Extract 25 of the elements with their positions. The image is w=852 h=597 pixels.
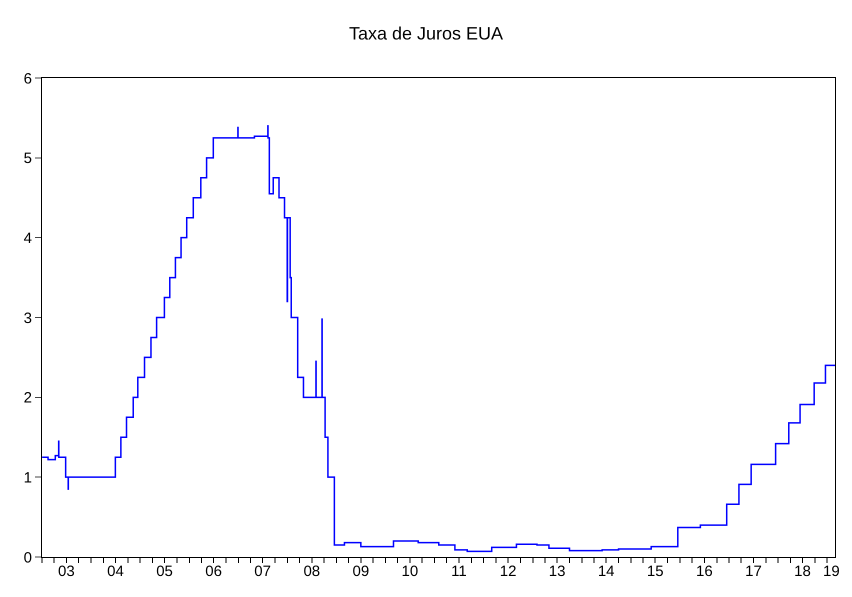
chart-title: Taxa de Juros EUA: [348, 23, 504, 44]
x-tick-label: 16: [696, 563, 713, 580]
x-tick-label: 19: [823, 563, 840, 580]
y-tick-label: 6: [24, 70, 32, 88]
x-tick-label: 13: [548, 563, 566, 580]
y-tick-label: 1: [24, 469, 32, 486]
y-tick-label: 3: [24, 310, 32, 327]
x-tick-label: 03: [58, 563, 75, 580]
x-tick-label: 18: [794, 563, 811, 580]
y-tick-label: 5: [24, 150, 32, 168]
x-tick-label: 15: [646, 563, 664, 580]
x-tick-label: 10: [402, 563, 418, 580]
x-tick-label: 09: [352, 563, 370, 580]
x-tick-label: 12: [500, 563, 516, 580]
x-tick-label: 08: [303, 563, 320, 580]
x-tick-label: 05: [156, 563, 173, 580]
y-tick-label: 4: [24, 230, 32, 247]
y-tick-label: 0: [24, 549, 32, 566]
x-tick-label: 11: [451, 563, 467, 580]
x-tick-label: 17: [745, 563, 762, 580]
x-tick-label: 07: [254, 563, 271, 580]
x-tick-label: 14: [598, 563, 615, 580]
x-tick-label: 06: [205, 563, 222, 580]
x-tick-label: 04: [107, 563, 124, 580]
y-tick-label: 2: [24, 390, 32, 407]
